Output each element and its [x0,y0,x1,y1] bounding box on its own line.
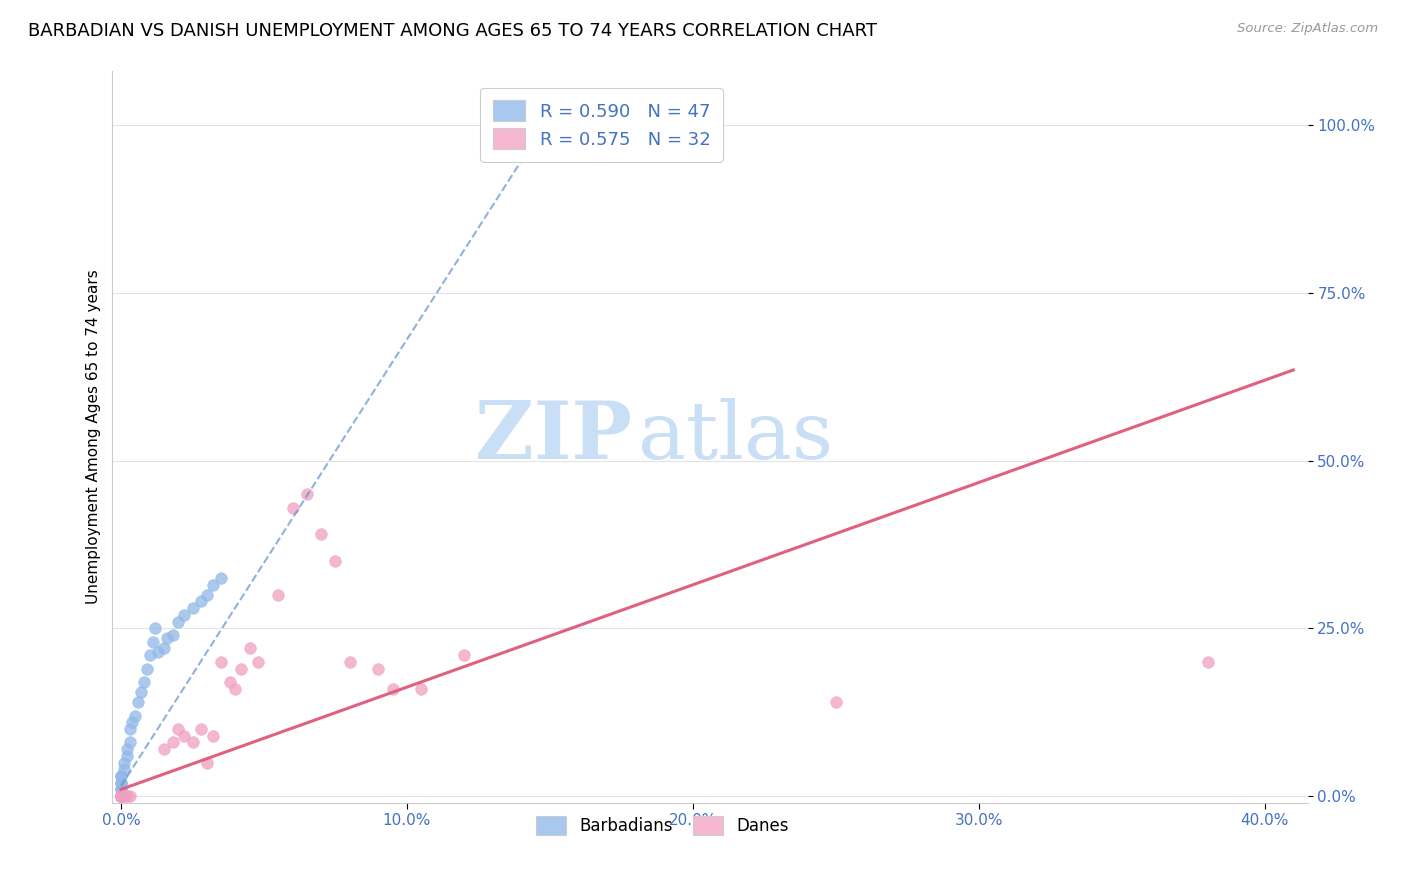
Point [209,655,232,669]
Point [309,527,332,541]
Point [411,681,433,696]
Point [145,621,167,635]
Text: BARBADIAN VS DANISH UNEMPLOYMENT AMONG AGES 65 TO 74 YEARS CORRELATION CHART: BARBADIAN VS DANISH UNEMPLOYMENT AMONG A… [28,22,877,40]
Point [110,782,132,797]
Point [110,789,132,803]
Point [110,782,132,797]
Point [124,708,146,723]
Point [110,789,132,803]
Point [239,641,262,656]
Point [325,554,347,568]
Point [110,769,132,783]
Point [533,118,555,132]
Point [110,789,132,803]
Point [110,789,132,803]
Point [190,722,212,736]
Point [132,675,155,690]
Point [153,742,176,756]
Point [115,789,138,803]
Point [156,632,179,646]
Point [162,628,184,642]
Y-axis label: Unemployment Among Ages 65 to 74 years: Unemployment Among Ages 65 to 74 years [86,269,101,605]
Point [110,789,132,803]
Point [110,789,132,803]
Point [118,735,141,749]
Text: Source: ZipAtlas.com: Source: ZipAtlas.com [1237,22,1378,36]
Point [224,681,246,696]
Point [118,789,141,803]
Point [231,662,253,676]
Point [267,588,290,602]
Point [453,648,475,662]
Point [824,695,846,709]
Point [195,756,218,770]
Point [381,681,404,696]
Point [110,789,132,803]
Point [181,735,204,749]
Point [118,722,141,736]
Point [110,789,132,803]
Point [110,775,132,789]
Point [148,645,170,659]
Point [110,789,132,803]
Point [110,789,132,803]
Point [141,634,163,648]
Point [218,675,240,690]
Point [281,500,304,515]
Point [201,729,224,743]
Point [110,769,132,783]
Point [162,735,184,749]
Point [181,601,204,615]
Point [173,729,195,743]
Point [173,607,195,622]
Point [167,722,190,736]
Point [110,775,132,789]
Point [110,789,132,803]
Point [129,685,152,699]
Point [115,742,138,756]
Point [1197,655,1219,669]
Point [367,662,389,676]
Point [110,789,132,803]
Point [121,715,143,730]
Point [127,695,149,709]
Point [110,789,132,803]
Point [295,487,318,501]
Point [112,756,135,770]
Point [110,789,132,803]
Point [153,641,176,656]
Point [138,648,160,662]
Point [339,655,361,669]
Point [110,789,132,803]
Legend: Barbadians, Danes: Barbadians, Danes [529,809,796,842]
Point [112,789,135,803]
Point [247,655,270,669]
Point [110,789,132,803]
Point [201,578,224,592]
Text: atlas: atlas [638,398,834,476]
Point [135,662,157,676]
Point [190,594,212,608]
Point [195,588,218,602]
Point [115,748,138,763]
Point [209,571,232,585]
Text: ZIP: ZIP [475,398,633,476]
Point [167,615,190,629]
Point [112,762,135,776]
Point [110,789,132,803]
